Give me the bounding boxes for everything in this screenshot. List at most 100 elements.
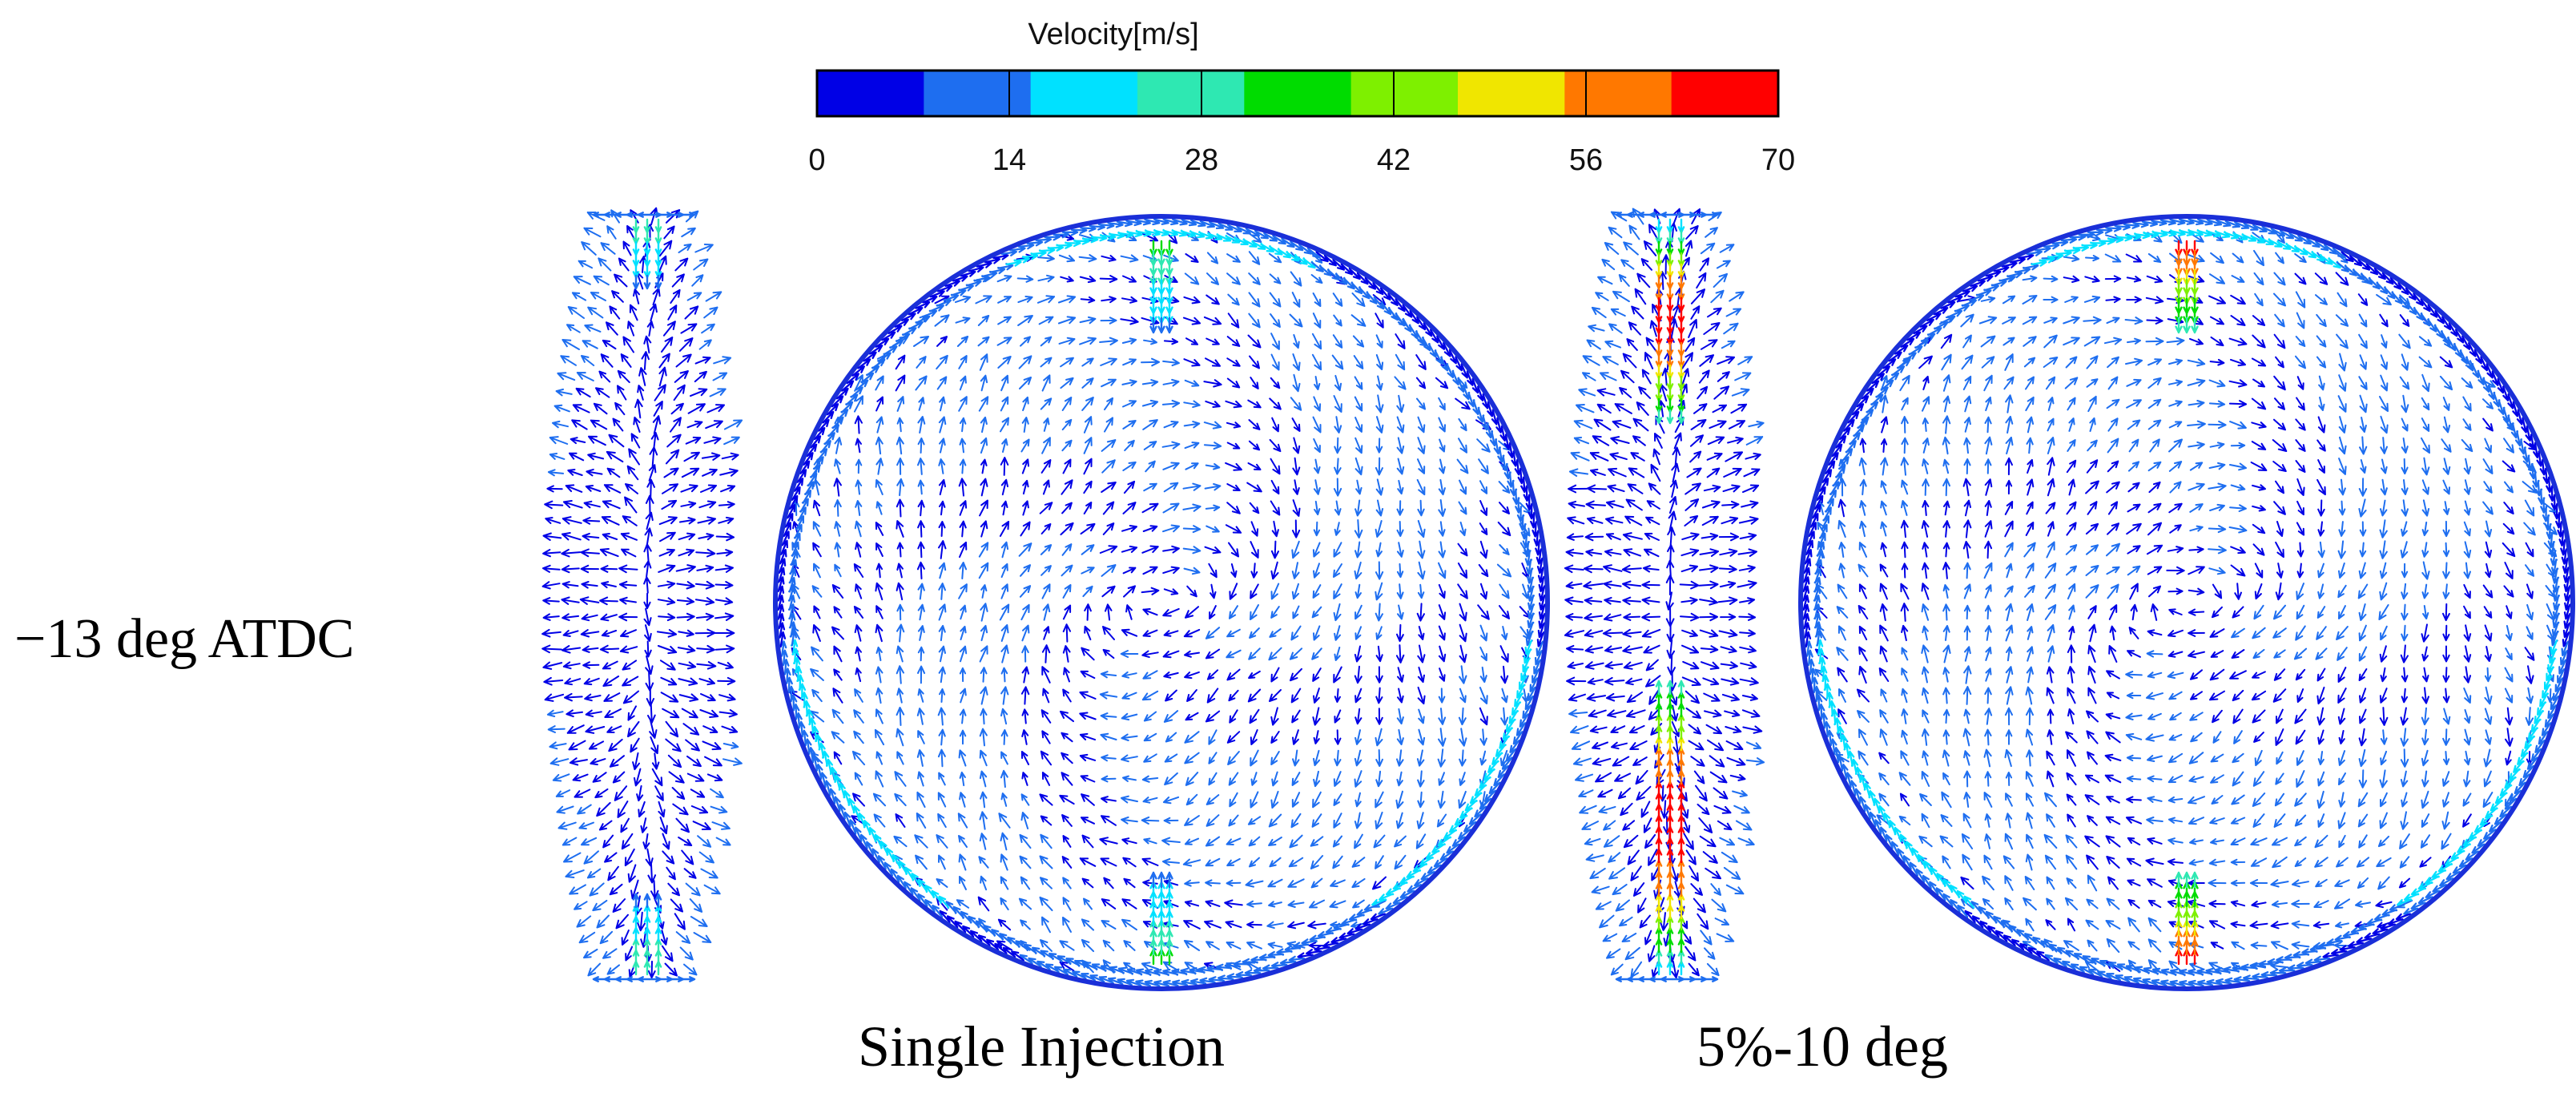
flow-vector (2045, 502, 2056, 514)
flow-vector (637, 385, 645, 401)
flow-vector (2004, 897, 2014, 911)
flow-vector (1739, 532, 1757, 541)
flow-vector (1204, 483, 1222, 491)
flow-vector (1290, 271, 1302, 287)
flow-vector (1040, 523, 1052, 534)
flow-vector (1881, 438, 1888, 453)
flow-vector (2526, 687, 2534, 704)
flow-vector (1062, 623, 1072, 643)
flow-vector (2025, 812, 2034, 829)
flow-vector (2127, 879, 2141, 887)
flow-vector (1396, 771, 1403, 787)
wall-vector (2350, 926, 2367, 935)
flow-vector (1227, 313, 1240, 329)
flow-vector (1249, 857, 1260, 868)
flow-vector (1036, 295, 1056, 304)
flow-vector (2252, 793, 2266, 807)
flow-vector (1203, 379, 1222, 388)
flow-vector (874, 728, 885, 746)
flow-vector (938, 521, 946, 537)
wall-vector (682, 976, 696, 982)
flow-vector (895, 374, 906, 392)
flow-vector (1725, 725, 1742, 734)
flow-vector (604, 708, 622, 718)
jet-vector (1655, 409, 1663, 425)
flow-vector (1568, 500, 1585, 509)
flow-vector (1598, 805, 1616, 814)
flow-vector (1606, 948, 1621, 959)
flow-vector (2421, 397, 2430, 411)
flow-vector (1143, 837, 1157, 845)
flow-vector (618, 580, 638, 589)
flow-vector (2525, 542, 2534, 558)
flow-vector (2046, 541, 2055, 559)
flow-vector (678, 337, 694, 352)
flow-vector (1522, 583, 1529, 599)
flow-vector (1354, 708, 1362, 725)
flow-vector (954, 295, 972, 304)
flow-vector (588, 740, 605, 750)
flow-vector (1693, 770, 1705, 784)
flow-vector (2401, 458, 2409, 475)
flow-vector (1040, 459, 1052, 474)
jet-vector (1666, 680, 1674, 696)
flow-vector (1333, 666, 1342, 684)
flow-vector (1606, 500, 1624, 509)
flow-vector (1041, 666, 1051, 684)
flow-vector (2128, 627, 2139, 639)
flow-vector (601, 630, 618, 637)
flow-vector (660, 930, 668, 946)
flow-vector (1060, 377, 1074, 389)
flow-vector (2379, 519, 2388, 538)
flow-vector (1250, 749, 1259, 767)
flow-vector (1290, 397, 1302, 411)
flow-vector (2441, 833, 2452, 850)
flow-vector (1622, 596, 1641, 606)
flow-vector (1568, 693, 1586, 702)
wall-vector (1615, 976, 1629, 982)
flow-vector (578, 821, 594, 830)
flow-vector (2208, 379, 2226, 388)
flow-vector (1417, 583, 1425, 599)
flow-vector (2273, 813, 2286, 828)
flow-vector (647, 703, 656, 724)
flow-vector (561, 516, 582, 525)
flow-vector (936, 336, 948, 347)
flow-vector (2188, 817, 2204, 825)
flow-vector (2505, 647, 2513, 660)
flow-vector (1703, 692, 1721, 702)
flow-vector (1314, 500, 1321, 516)
flow-vector (1062, 645, 1071, 663)
flow-vector (1267, 942, 1283, 949)
flow-vector (1603, 820, 1616, 831)
flow-vector (1584, 564, 1604, 574)
flow-vector (1743, 468, 1761, 478)
flow-vector (1721, 500, 1740, 509)
flow-vector (2147, 755, 2163, 762)
flow-vector (2190, 732, 2203, 743)
flow-vector (917, 625, 925, 641)
flow-vector (1225, 524, 1242, 534)
flow-vector (2128, 438, 2139, 453)
jet-vector (654, 274, 662, 290)
flow-vector (2066, 459, 2077, 474)
flow-vector (893, 835, 908, 848)
flow-vector (709, 388, 727, 397)
flow-vector (1628, 724, 1645, 734)
flow-vector (1592, 757, 1612, 766)
flow-vector (1901, 624, 1909, 642)
flow-vector (2127, 899, 2140, 909)
flow-vector (959, 645, 968, 663)
flow-vector (1060, 276, 1074, 283)
flow-vector (1269, 628, 1282, 638)
flow-vector (1683, 833, 1694, 850)
flow-vector (959, 438, 967, 454)
flow-vector (2147, 938, 2162, 953)
flow-vector (1699, 354, 1714, 367)
flow-vector (2232, 252, 2244, 264)
flow-vector (2103, 337, 2123, 345)
flow-vector (1589, 867, 1606, 880)
flow-vector (1226, 357, 1241, 367)
flow-vector (694, 580, 715, 590)
flow-vector (2025, 853, 2034, 871)
